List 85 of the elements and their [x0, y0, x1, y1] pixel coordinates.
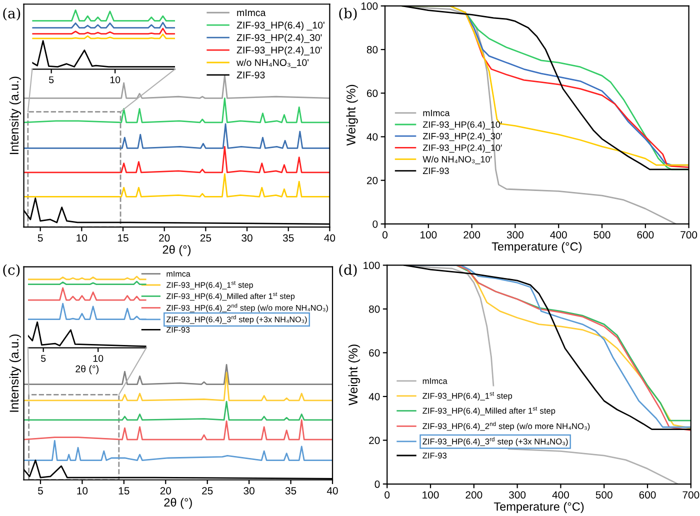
- x-tick-label: 15: [118, 234, 128, 242]
- legend-label: ZIF-93_HP(6.4) _10': [236, 21, 324, 31]
- x-tick-label: 25: [200, 234, 212, 242]
- x-tick-label: 500: [594, 231, 610, 239]
- legend-label: mImca: [423, 110, 450, 116]
- y-tick-label: 40: [366, 133, 378, 141]
- y-tick-label: 80: [366, 46, 378, 54]
- legend-label: ZIF-93_HP(6.4)_10′: [422, 121, 502, 130]
- legend-label: ZIF-93: [166, 326, 190, 333]
- y-tick-label: 40: [368, 392, 380, 400]
- y-tick-label: 0: [374, 480, 380, 488]
- x-tick-label: 5: [49, 76, 54, 84]
- legend-label: ZIF-93_HP(6.4)_1$^{st}$ step: [422, 392, 512, 400]
- x-tick-label: 0: [382, 231, 388, 239]
- y-tick-label: 100: [361, 2, 378, 10]
- legend-label: ZIF-93_HP(6.4)_2$^{nd}$ step (w/o more NH₄NO₃): [422, 422, 590, 431]
- x-axis-title: Temperature (°C): [492, 242, 582, 253]
- x-axis-title: 2θ (°): [162, 245, 191, 256]
- y-tick-label: 0: [372, 220, 378, 228]
- x-tick-label: 5: [38, 234, 43, 242]
- x-tick-label: 100: [422, 491, 439, 499]
- x-tick-label: 300: [506, 231, 524, 239]
- legend-label: mImca: [166, 271, 190, 277]
- x-tick-label: 40: [326, 487, 338, 494]
- x-tick-label: 0: [384, 491, 390, 499]
- legend-label: ZIF-93: [422, 452, 447, 459]
- x-tick-label: 10: [76, 234, 88, 242]
- text: (a): [3, 8, 20, 20]
- legend-label: ZIF-93_HP(6.4)_1$^{st}$ step: [166, 281, 253, 290]
- x-tick-label: 100: [420, 231, 437, 239]
- y-tick-label: 80: [369, 305, 380, 313]
- x-axis-title: 2θ (°): [164, 498, 192, 509]
- x-tick-label: 20: [159, 234, 170, 242]
- x-tick-label: 500: [596, 491, 612, 499]
- x-axis-title: Temperature (°C): [494, 502, 584, 514]
- legend-label: ZIF-93_HP(6.4)_Milled after 1$^{st}$ step: [422, 406, 556, 416]
- x-tick-label: 700: [682, 491, 700, 499]
- x-tick-label: 600: [637, 231, 654, 239]
- y-tick-label: 20: [366, 176, 378, 184]
- y-axis-title: Weight (%): [348, 344, 360, 406]
- y-tick-label: 20: [369, 436, 380, 444]
- x-tick-label: 10: [110, 76, 120, 84]
- x-tick-label: 10: [93, 354, 104, 362]
- x-tick-label: 30: [242, 234, 252, 242]
- x-tick-label: 200: [466, 491, 482, 499]
- legend-label: W/o NH₄NO₃_10′: [422, 156, 492, 164]
- x-tick-label: 35: [285, 487, 296, 494]
- text: (b): [339, 8, 357, 20]
- x-tick-label: 400: [552, 491, 569, 499]
- y-axis-title: Weight (%): [346, 84, 358, 146]
- legend-label: ZIF-93_HP(2.4)_30′: [422, 132, 502, 142]
- x-tick-label: 5: [41, 355, 46, 362]
- y-axis-title: Intensity (a.u.): [9, 334, 22, 412]
- text: (c): [3, 264, 20, 277]
- x-tick-label: 700: [680, 231, 698, 239]
- x-tick-label: 5: [38, 487, 43, 494]
- y-tick-label: 100: [364, 262, 380, 270]
- x-tick-label: 15: [118, 487, 130, 494]
- y-axis-title: Intensity (a.u.): [9, 76, 22, 154]
- x-tick-label: 200: [464, 231, 480, 239]
- x-tick-label: 20: [160, 487, 172, 494]
- legend-label: ZIF-93_HP(2.4)_30': [236, 34, 322, 43]
- x-tick-label: 25: [202, 487, 213, 494]
- x-tick-label: 10: [77, 487, 88, 494]
- legend-label: ZIF-93_HP(6.4)_2$^{nd}$ step (w/o more NH₄NO₃): [166, 304, 328, 312]
- legend-label: ZIF-93_HP(2.4)_10′: [422, 144, 502, 153]
- x-tick-label: 35: [282, 234, 294, 242]
- x-tick-label: 40: [324, 234, 336, 242]
- y-tick-label: 60: [369, 349, 380, 357]
- legend-label: ZIF-93_HP(6.4)_3$^{rd}$ step (+3x NH₄NO₃): [422, 437, 568, 446]
- legend-label: ZIF-93_HP(6.4)_3$^{rd}$ step (+3x NH₄NO₃): [166, 315, 307, 324]
- x-tick-label: 600: [639, 491, 656, 499]
- legend-label: w/o NH₄NO₃_10': [236, 58, 309, 68]
- x-axis-title: 2θ (°): [76, 365, 98, 374]
- legend-label: ZIF-93_HP(6.4)_Milled after 1$^{st}$ step: [166, 292, 295, 301]
- x-tick-label: 300: [509, 491, 526, 499]
- legend-label: ZIF-93_HP(2.4)_10': [236, 46, 322, 56]
- y-tick-label: 60: [367, 90, 378, 98]
- x-tick-label: 400: [550, 231, 567, 239]
- legend-label: ZIF-93: [422, 168, 449, 174]
- legend-label: mImca: [237, 9, 266, 16]
- legend-label: mImca: [422, 378, 448, 384]
- legend-label: ZIF-93: [236, 72, 265, 78]
- x-tick-label: 30: [244, 487, 254, 494]
- text: (d): [339, 264, 357, 277]
